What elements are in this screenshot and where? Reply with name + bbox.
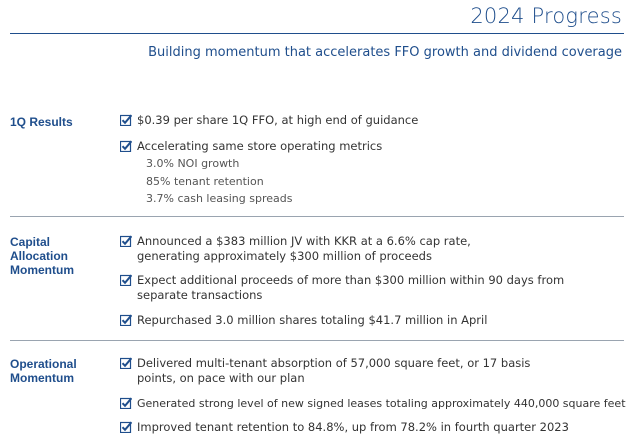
sub-item: 85% tenant retention xyxy=(146,175,264,188)
checkbox-check-icon xyxy=(120,140,132,152)
checkbox-check-icon xyxy=(120,397,132,409)
page-subtitle: Building momentum that accelerates FFO g… xyxy=(148,45,622,60)
item-text: Repurchased 3.0 million shares totaling … xyxy=(137,313,488,327)
checkbox-check-icon xyxy=(120,314,132,326)
checkbox-check-icon xyxy=(120,357,132,369)
section-divider xyxy=(10,216,624,217)
item-text: Delivered multi-tenant absorption of 57,… xyxy=(137,356,531,385)
sub-item: 3.7% cash leasing spreads xyxy=(146,192,293,205)
section-label: 1Q Results xyxy=(10,115,73,129)
checkbox-check-icon xyxy=(120,114,132,126)
item-text: Improved tenant retention to 84.8%, up f… xyxy=(137,420,569,434)
page-title: 2024 Progress xyxy=(470,4,622,28)
item-text: Expect additional proceeds of more than … xyxy=(137,273,565,302)
sub-item: 3.0% NOI growth xyxy=(146,157,240,170)
section-label: Operational Momentum xyxy=(10,357,77,385)
title-divider xyxy=(10,33,624,34)
section-label: Capital Allocation Momentum xyxy=(10,235,74,277)
section-divider xyxy=(10,340,624,341)
checkbox-check-icon xyxy=(120,235,132,247)
item-text: Announced a $383 million JV with KKR at … xyxy=(137,234,471,263)
item-text: Generated strong level of new signed lea… xyxy=(137,397,626,410)
item-text: $0.39 per share 1Q FFO, at high end of g… xyxy=(137,113,419,127)
checkbox-check-icon xyxy=(120,421,132,433)
item-text: Accelerating same store operating metric… xyxy=(137,139,383,153)
checkbox-check-icon xyxy=(120,274,132,286)
